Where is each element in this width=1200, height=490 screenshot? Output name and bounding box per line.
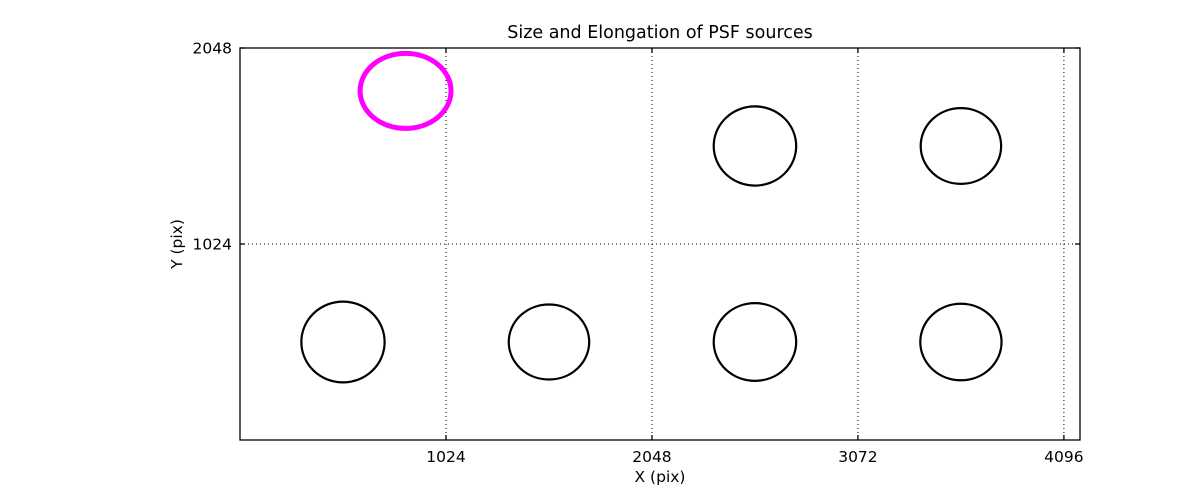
psf-source-ellipses: [300, 50, 1003, 384]
chart-title: Size and Elongation of PSF sources: [507, 23, 813, 43]
x-tick-label-4096: 4096: [1044, 448, 1083, 466]
y-axis-label: Y (pix): [168, 219, 186, 270]
psf-source-1: [507, 303, 591, 381]
y-tick-label-1024: 1024: [193, 236, 232, 254]
x-axis-label: X (pix): [635, 468, 686, 486]
psf-source-4: [712, 105, 798, 187]
y-tick-labels: 1024 2048: [193, 40, 232, 254]
psf-source-2: [712, 302, 798, 382]
psf-source-3: [919, 302, 1003, 382]
gridlines: [240, 48, 1080, 440]
axis-ticks: [240, 47, 1080, 440]
x-tick-labels: 1024 2048 3072 4096: [426, 448, 1083, 466]
x-tick-label-3072: 3072: [838, 448, 877, 466]
y-tick-label-2048: 2048: [193, 40, 232, 58]
psf-source-outlier-6: [357, 50, 454, 131]
psf-source-0: [300, 300, 386, 384]
x-tick-label-1024: 1024: [426, 448, 465, 466]
x-tick-label-2048: 2048: [632, 448, 671, 466]
psf-source-5: [919, 107, 1003, 185]
